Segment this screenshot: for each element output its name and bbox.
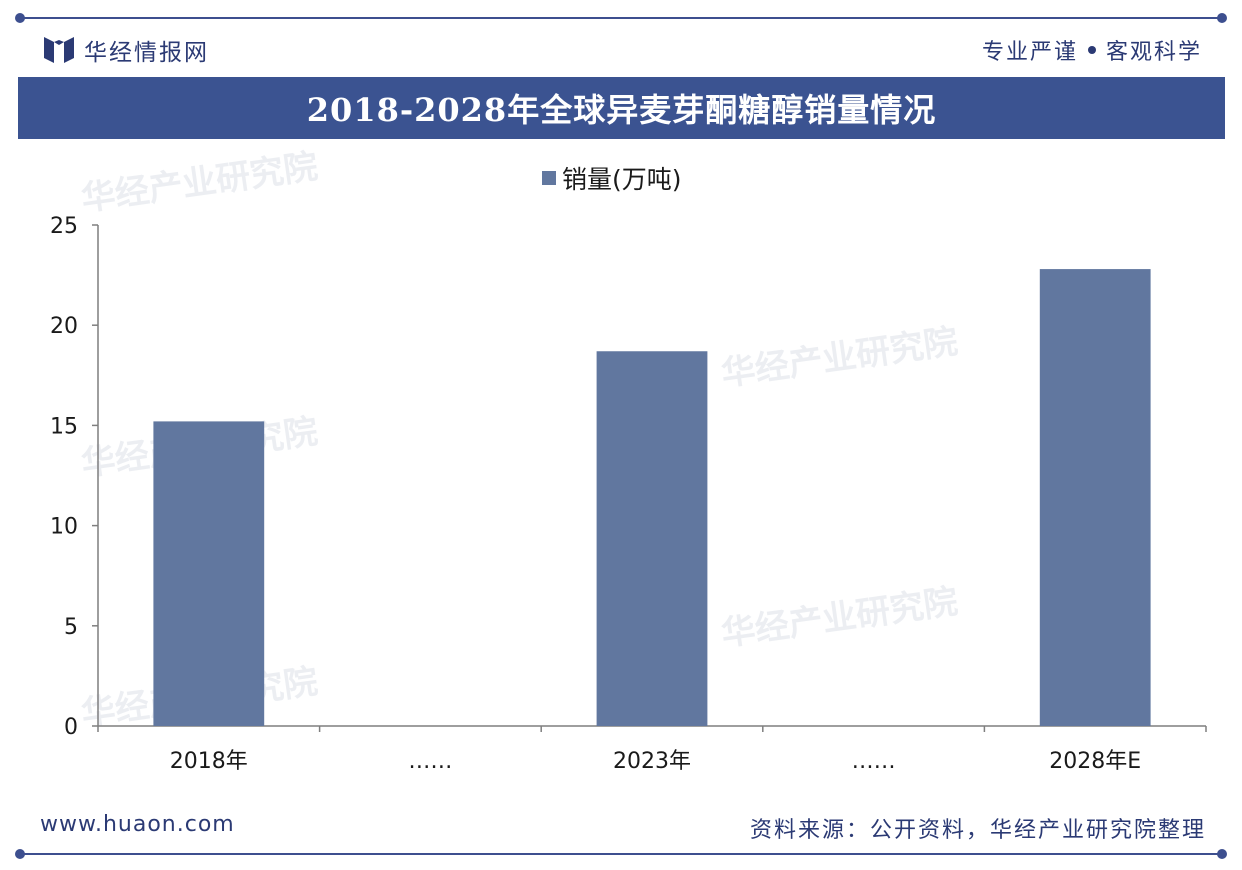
top-rule-dot-left xyxy=(15,13,25,23)
bar xyxy=(153,421,265,726)
top-rule xyxy=(20,17,1222,19)
x-tick-label: …… xyxy=(852,749,896,774)
bar xyxy=(596,351,708,726)
footer-website: www.huaon.com xyxy=(40,812,235,837)
x-tick-label: 2023年 xyxy=(613,749,691,774)
y-tick-label: 10 xyxy=(50,515,78,540)
bottom-rule-dot-left xyxy=(15,849,25,859)
title-banner: 2018-2028年全球异麦芽酮糖醇销量情况 xyxy=(18,77,1225,139)
y-tick-label: 0 xyxy=(64,715,78,740)
bottom-rule-dot-right xyxy=(1217,849,1227,859)
footer-source: 资料来源：公开资料，华经产业研究院整理 xyxy=(749,818,1206,843)
x-tick-label: 2028年E xyxy=(1049,749,1141,774)
bottom-rule xyxy=(20,853,1222,855)
brand: 华经情报网 xyxy=(44,30,209,70)
legend: 销量(万吨) xyxy=(542,160,682,196)
top-rule-dot-right xyxy=(1217,13,1227,23)
y-tick-label: 20 xyxy=(50,314,78,339)
y-tick-label: 25 xyxy=(50,214,78,239)
slogan: 专业严谨 客观科学 xyxy=(982,30,1202,70)
slogan-separator-dot xyxy=(1087,46,1096,54)
bar xyxy=(1039,269,1151,726)
legend-swatch xyxy=(542,171,556,185)
brand-name: 华经情报网 xyxy=(84,40,209,66)
brand-logo-icon xyxy=(44,37,74,63)
page-title: 2018-2028年全球异麦芽酮糖醇销量情况 xyxy=(306,91,937,129)
legend-label: 销量(万吨) xyxy=(562,165,682,194)
x-tick-label: 2018年 xyxy=(170,749,248,774)
slogan-right: 客观科学 xyxy=(1105,40,1202,65)
y-tick-label: 5 xyxy=(64,615,78,640)
x-tick-label: …… xyxy=(408,749,452,774)
y-tick-label: 15 xyxy=(50,414,78,439)
slogan-left: 专业严谨 xyxy=(981,40,1078,65)
